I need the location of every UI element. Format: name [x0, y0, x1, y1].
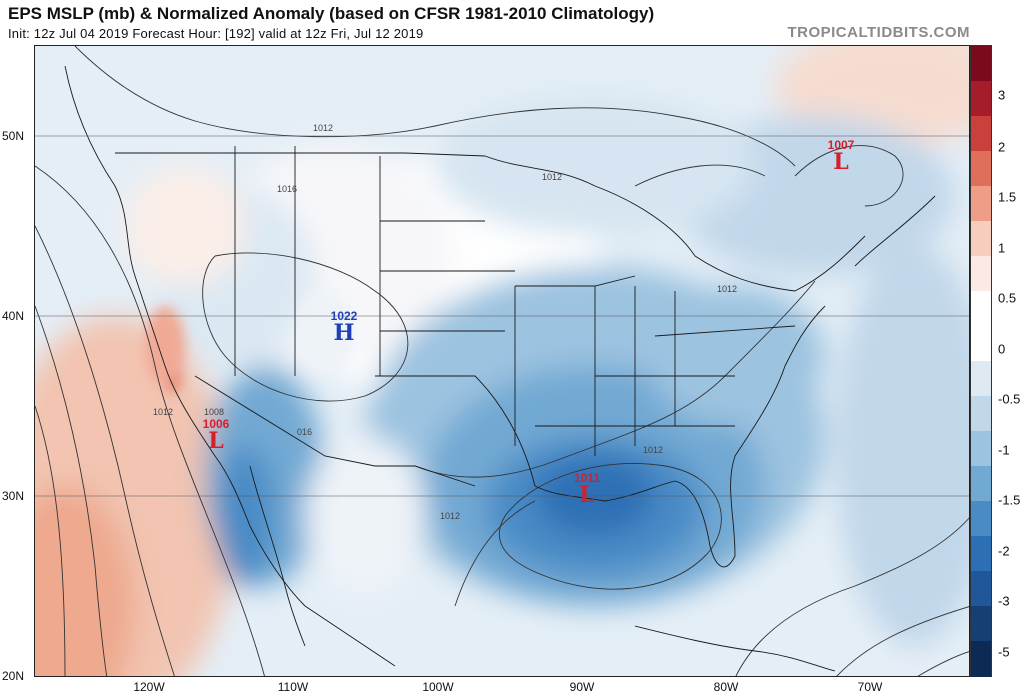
colorbar-label: 0.5	[998, 290, 1017, 306]
anomaly-field	[35, 46, 969, 676]
colorbar-segment	[971, 501, 991, 537]
lon-label-80w: 80W	[713, 680, 739, 694]
coastlines-borders	[64, 65, 936, 672]
colorbar-segment	[971, 46, 991, 82]
colorbar-segment	[971, 256, 991, 292]
map-title: EPS MSLP (mb) & Normalized Anomaly (base…	[8, 4, 655, 23]
colorbar-segment	[971, 361, 991, 397]
map-panel[interactable]: 1007 L 1022 H 1006 L 1011 L 1012 1016 10…	[34, 45, 970, 677]
pressure-center-low-1011: 1011 L	[573, 471, 601, 508]
pressure-center-high-1022: 1022 H	[330, 309, 358, 346]
isobars	[35, 46, 969, 676]
colorbar-label: 1.5	[998, 189, 1017, 205]
low-1007-symbol: L	[833, 149, 849, 175]
colorbar-segment	[971, 291, 991, 327]
lon-label-90w: 90W	[569, 680, 595, 694]
lat-label-30n: 30N	[2, 489, 25, 503]
low-1011-value: 1011	[573, 471, 601, 485]
isobar-label: 1012	[643, 445, 664, 455]
low-1006-symbol: L	[208, 428, 224, 454]
map-canvas	[35, 46, 969, 676]
colorbar-segment	[971, 116, 991, 152]
anomaly-colorbar	[970, 45, 992, 677]
lon-label-120w: 120W	[133, 680, 165, 694]
isobar-label: 1012	[313, 123, 334, 133]
colorbar-segment	[971, 396, 991, 432]
anomaly-detail	[145, 291, 355, 391]
colorbar-segment	[971, 151, 991, 187]
colorbar-segment	[971, 326, 991, 362]
colorbar-segment	[971, 81, 991, 117]
colorbar-label: -1	[998, 442, 1010, 458]
lat-label-20n: 20N	[2, 669, 25, 683]
low-1011-symbol: L	[579, 482, 595, 508]
isobar-label: 1008	[204, 407, 225, 417]
isobar-label: 1012	[542, 172, 563, 182]
lon-label-70w: 70W	[857, 680, 883, 694]
pressure-center-low-1007: 1007 L	[827, 138, 855, 175]
lon-label-100w: 100W	[422, 680, 454, 694]
colorbar-label: -0.5	[998, 391, 1021, 407]
colorbar-segment	[971, 606, 991, 642]
colorbar-segment	[971, 186, 991, 222]
colorbar-segment	[971, 571, 991, 607]
lon-label-110w: 110W	[277, 680, 309, 694]
colorbar-label: 0	[998, 341, 1006, 357]
colorbar-label: -5	[998, 644, 1010, 660]
colorbar-segment	[971, 641, 991, 677]
isobar-label: 1012	[717, 284, 738, 294]
low-1006-value: 1006	[202, 417, 230, 431]
source-watermark: TROPICALTIDBITS.COM	[787, 24, 970, 41]
pressure-center-low-1006: 1006 L	[202, 417, 230, 454]
colorbar-label: 2	[998, 139, 1006, 155]
lat-label-50n: 50N	[2, 129, 25, 143]
isobar-label: 1012	[153, 407, 174, 417]
map-subtitle: Init: 12z Jul 04 2019 Forecast Hour: [19…	[8, 26, 424, 41]
graticule	[35, 135, 969, 497]
colorbar-segment	[971, 431, 991, 467]
low-1007-value: 1007	[827, 138, 855, 152]
colorbar-segment	[971, 466, 991, 502]
lat-label-40n: 40N	[2, 309, 25, 323]
isobar-label: 1012	[440, 511, 461, 521]
isobar-label: 016	[297, 427, 313, 437]
isobar-label: 1016	[277, 184, 298, 194]
colorbar-segment	[971, 536, 991, 572]
high-1022-value: 1022	[330, 309, 358, 323]
colorbar-label: 3	[998, 87, 1006, 103]
colorbar-label: -1.5	[998, 492, 1021, 508]
high-1022-symbol: H	[333, 320, 355, 346]
colorbar-label: 1	[998, 240, 1006, 256]
colorbar-label: -3	[998, 593, 1010, 609]
colorbar-segment	[971, 221, 991, 257]
colorbar-label: -2	[998, 543, 1010, 559]
